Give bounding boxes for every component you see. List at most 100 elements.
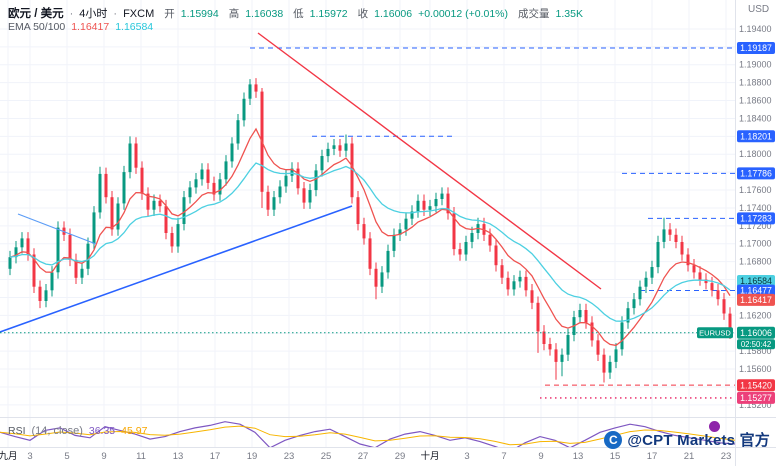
low-value: 1.15972 bbox=[309, 8, 348, 20]
price-tick-label: 1.19400 bbox=[739, 24, 772, 34]
minor-trend-line[interactable] bbox=[17, 213, 97, 245]
price-badge-1.16417: 1.16417 bbox=[737, 293, 775, 306]
time-tick-label: 23 bbox=[284, 451, 295, 462]
open-value: 1.15994 bbox=[180, 8, 219, 20]
ema-legend[interactable]: EMA 50/100 1.16417 1.16584 bbox=[8, 21, 153, 33]
symbol-tag: EURUSD bbox=[697, 327, 733, 339]
interval-label[interactable]: 4小时 bbox=[79, 8, 108, 20]
watermark: C @CPT Markets 官方 bbox=[604, 429, 770, 450]
rsi-line bbox=[0, 421, 735, 447]
svg-text:EURUSD: EURUSD bbox=[699, 329, 731, 338]
ema100-value: 1.16584 bbox=[115, 21, 154, 33]
time-tick-label: 13 bbox=[573, 451, 584, 462]
price-tick-label: 1.16200 bbox=[739, 310, 772, 320]
watermark-text: @CPT Markets 官方 bbox=[627, 432, 770, 449]
symbol-title: 欧元 / 美元 bbox=[8, 8, 64, 20]
svg-text:1.15277: 1.15277 bbox=[740, 393, 772, 403]
svg-text:1.18201: 1.18201 bbox=[740, 131, 772, 141]
candles-layer bbox=[8, 78, 732, 383]
price-tick-label: 1.17200 bbox=[739, 221, 772, 231]
time-tick-label: 5 bbox=[64, 451, 69, 462]
rsi-ma-value: 45.97 bbox=[121, 425, 148, 437]
ema50-value: 1.16417 bbox=[71, 21, 110, 33]
time-month-label: 十月 bbox=[420, 450, 439, 462]
close-label: 收 bbox=[357, 8, 369, 20]
rsi-indicator-label: RSI bbox=[8, 425, 26, 437]
time-tick-label: 17 bbox=[647, 451, 658, 462]
rsi-legend[interactable]: RSI (14, close) 36.35 45.97 bbox=[8, 425, 147, 437]
downtrend-line[interactable] bbox=[257, 32, 602, 290]
time-tick-label: 25 bbox=[321, 451, 332, 462]
time-tick-label: 7 bbox=[501, 451, 506, 462]
axis-currency-label: USD bbox=[748, 4, 769, 15]
svg-text:1.17283: 1.17283 bbox=[740, 214, 772, 224]
price-badge-1.18201: 1.18201 bbox=[737, 130, 775, 143]
svg-text:1.16584: 1.16584 bbox=[740, 276, 772, 286]
volume-value: 1.35K bbox=[555, 8, 583, 20]
price-tick-label: 1.15600 bbox=[739, 364, 772, 374]
time-tick-label: 15 bbox=[610, 451, 621, 462]
price-badge-1.16584: 1.16584 bbox=[737, 275, 775, 287]
svg-text:1.19187: 1.19187 bbox=[740, 43, 772, 53]
time-tick-label: 23 bbox=[721, 451, 732, 462]
legend-sep: · bbox=[69, 8, 74, 20]
close-value: 1.16006 bbox=[374, 8, 413, 20]
uptrend-line[interactable] bbox=[0, 205, 353, 333]
time-tick-label: 21 bbox=[684, 451, 695, 462]
time-tick-label: 17 bbox=[210, 451, 221, 462]
time-tick-label: 9 bbox=[101, 451, 106, 462]
price-axis[interactable]: USD1.194001.192001.190001.188001.186001.… bbox=[737, 4, 775, 410]
price-tick-label: 1.17000 bbox=[739, 239, 772, 249]
price-badge-1.19187: 1.19187 bbox=[737, 42, 775, 54]
time-month-label: 九月 bbox=[0, 450, 18, 462]
svg-text:1.15420: 1.15420 bbox=[740, 380, 772, 390]
time-tick-label: 13 bbox=[173, 451, 184, 462]
price-badge-1.15420: 1.15420 bbox=[737, 379, 775, 392]
high-value: 1.16038 bbox=[245, 8, 284, 20]
price-tick-label: 1.18400 bbox=[739, 113, 772, 123]
time-tick-label: 29 bbox=[395, 451, 406, 462]
time-tick-label: 3 bbox=[27, 451, 32, 462]
price-tick-label: 1.19000 bbox=[739, 60, 772, 70]
price-tick-label: 1.16800 bbox=[739, 257, 772, 267]
price-tick-label: 1.18600 bbox=[739, 96, 772, 106]
time-tick-label: 9 bbox=[538, 451, 543, 462]
svg-text:1.17786: 1.17786 bbox=[740, 169, 772, 179]
rsi-value: 36.35 bbox=[88, 425, 116, 437]
price-tick-label: 1.15800 bbox=[739, 346, 772, 356]
svg-text:1.16417: 1.16417 bbox=[740, 295, 772, 305]
price-badge-1.17786: 1.17786 bbox=[737, 167, 775, 180]
high-label: 高 bbox=[228, 8, 240, 20]
time-tick-label: 11 bbox=[136, 451, 146, 462]
price-badge-1.15277: 1.15277 bbox=[737, 391, 775, 404]
exchange-label: FXCM bbox=[123, 8, 155, 20]
time-tick-label: 3 bbox=[464, 451, 469, 462]
svg-text:02:50:42: 02:50:42 bbox=[741, 340, 771, 349]
low-label: 低 bbox=[293, 8, 304, 20]
price-tick-label: 1.18000 bbox=[739, 149, 772, 159]
legend-sep: · bbox=[113, 8, 118, 20]
change-value: +0.00012 (+0.01%) bbox=[418, 8, 509, 20]
purple-dot-icon bbox=[709, 421, 720, 432]
price-badge-1.17283: 1.17283 bbox=[737, 212, 775, 225]
current-price-badge: 1.16006 bbox=[737, 326, 775, 339]
svg-text:1.16006: 1.16006 bbox=[740, 328, 772, 338]
open-label: 开 bbox=[164, 8, 175, 20]
countdown-badge: 02:50:42 bbox=[737, 339, 775, 350]
ema-indicator-label: EMA 50/100 bbox=[8, 21, 66, 33]
time-tick-label: 19 bbox=[247, 451, 258, 462]
price-tick-label: 1.17600 bbox=[739, 185, 772, 195]
time-axis[interactable]: 九月 3 5 9 11 13 17 19 23 25 27 29 十月 3 7 9 13 15 17 21 23 bbox=[0, 450, 731, 462]
time-tick-label: 27 bbox=[358, 451, 369, 462]
ema-50-line bbox=[9, 127, 731, 347]
price-tick-label: 1.18800 bbox=[739, 78, 772, 88]
volume-label: 成交量 bbox=[518, 8, 550, 20]
price-tick-label: 1.17400 bbox=[739, 203, 772, 213]
svg-text:1.16477: 1.16477 bbox=[740, 286, 772, 296]
cpt-markets-logo-icon: C bbox=[604, 430, 623, 449]
symbol-legend[interactable]: 欧元 / 美元 · 4小时 · FXCM 开 1.15994 高 1.16038… bbox=[8, 5, 583, 21]
price-tick-label: 1.15200 bbox=[739, 400, 772, 410]
price-badge-1.16477: 1.16477 bbox=[737, 284, 775, 297]
